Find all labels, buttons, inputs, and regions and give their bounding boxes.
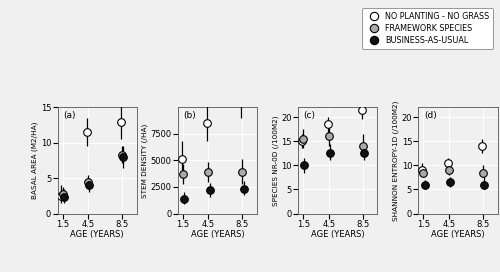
X-axis label: AGE (YEARS): AGE (YEARS) bbox=[431, 230, 484, 239]
Text: (c): (c) bbox=[304, 111, 316, 120]
Y-axis label: BASAL AREA (M2/HA): BASAL AREA (M2/HA) bbox=[32, 122, 38, 199]
Y-axis label: SHANNON ENTROPY-1D (/100M2): SHANNON ENTROPY-1D (/100M2) bbox=[392, 100, 399, 221]
Text: (b): (b) bbox=[184, 111, 196, 120]
Text: (a): (a) bbox=[63, 111, 76, 120]
Text: (d): (d) bbox=[424, 111, 436, 120]
X-axis label: AGE (YEARS): AGE (YEARS) bbox=[311, 230, 364, 239]
Y-axis label: SPECIES NR-0D (/100M2): SPECIES NR-0D (/100M2) bbox=[272, 115, 278, 206]
Legend: NO PLANTING - NO GRASS, FRAMEWORK SPECIES, BUSINESS-AS-USUAL: NO PLANTING - NO GRASS, FRAMEWORK SPECIE… bbox=[362, 8, 494, 49]
Y-axis label: STEM DENSITY (/HA): STEM DENSITY (/HA) bbox=[141, 123, 148, 197]
X-axis label: AGE (YEARS): AGE (YEARS) bbox=[190, 230, 244, 239]
X-axis label: AGE (YEARS): AGE (YEARS) bbox=[70, 230, 124, 239]
